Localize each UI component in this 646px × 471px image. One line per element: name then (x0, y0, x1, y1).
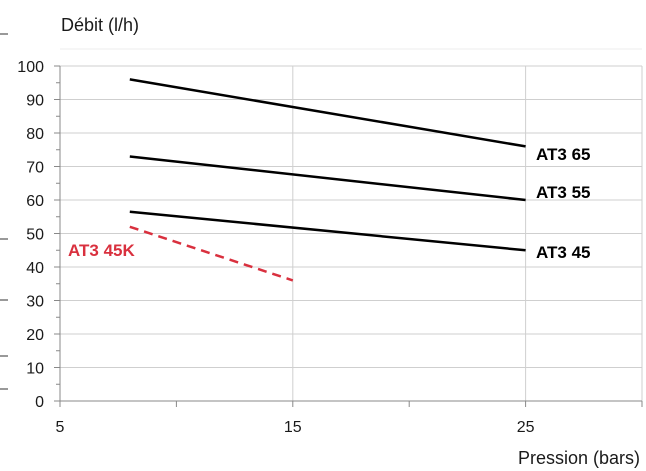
y-tick-label-100: 100 (17, 59, 44, 76)
series-line-2 (129, 210, 526, 252)
y-tick-label-10: 10 (26, 361, 44, 378)
series-line-1 (129, 155, 526, 202)
x-axis-title: Pression (bars) (518, 448, 640, 468)
series-lines (129, 78, 526, 282)
x-tick-label-15: 15 (284, 419, 302, 436)
series-label-2: AT3 45 (536, 243, 591, 262)
series-line-3 (129, 225, 294, 282)
y-axis-title: Débit (l/h) (61, 15, 139, 35)
y-tick-label-0: 0 (35, 394, 44, 411)
y-tick-label-60: 60 (26, 193, 44, 210)
series-line-0 (129, 78, 526, 148)
y-tick-label-50: 50 (26, 227, 44, 244)
series-label-3: AT3 45K (68, 241, 135, 260)
y-tick-label-20: 20 (26, 327, 44, 344)
x-tick-label-5: 5 (56, 419, 65, 436)
series-label-0: AT3 65 (536, 145, 591, 164)
y-tick-label-30: 30 (26, 294, 44, 311)
series-label-1: AT3 55 (536, 183, 591, 202)
axes (0, 33, 643, 407)
grid (60, 48, 643, 401)
labels: Débit (l/h) Pression (bars) 0 10 20 30 40 50 6… (17, 15, 640, 468)
y-tick-label-90: 90 (26, 93, 44, 110)
y-tick-label-80: 80 (26, 126, 44, 143)
y-tick-label-70: 70 (26, 160, 44, 177)
x-tick-label-25: 25 (517, 419, 535, 436)
y-tick-label-40: 40 (26, 260, 44, 277)
